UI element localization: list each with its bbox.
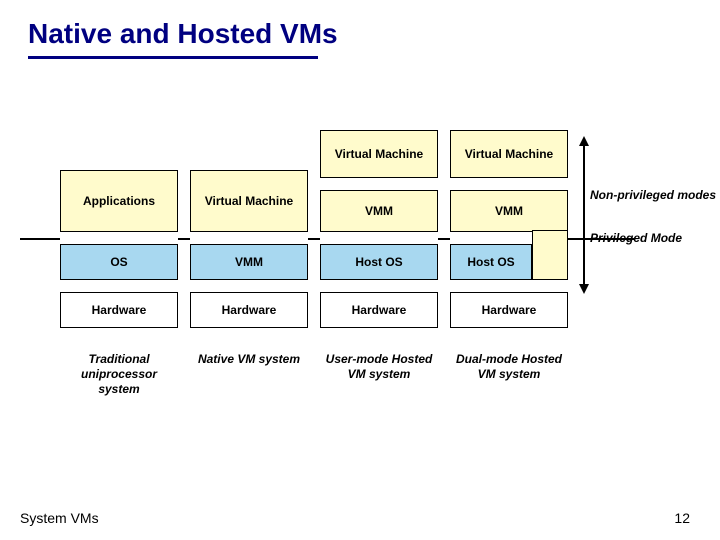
footer-topic: System VMs (20, 510, 99, 526)
cell-os: OS (60, 244, 178, 280)
priv-tick (308, 238, 320, 240)
priv-tick (438, 238, 450, 240)
cell-vmm: VMM (320, 190, 438, 232)
vmm-priv-extension (532, 230, 568, 280)
title-underline (28, 56, 318, 59)
cell-hostos: Host OS (320, 244, 438, 280)
caption-traditional: Traditional uniprocessor system (60, 352, 178, 397)
cell-vmm: VMM (450, 190, 568, 232)
cell-hardware: Hardware (450, 292, 568, 328)
mode-labels: Non-privileged modes Privileged Mode (590, 140, 720, 246)
cell-hostos: Host OS (450, 244, 532, 280)
label-privileged: Privileged Mode (590, 231, 720, 246)
cell-hardware: Hardware (60, 292, 178, 328)
caption-dualmode: Dual-mode Hosted VM system (450, 352, 568, 382)
caption-native: Native VM system (190, 352, 308, 367)
slide-title: Native and Hosted VMs (0, 0, 720, 50)
cell-vm: Virtual Machine (190, 170, 308, 232)
priv-tick (178, 238, 190, 240)
caption-usermode: User-mode Hosted VM system (320, 352, 438, 382)
footer-page-number: 12 (674, 510, 690, 526)
cell-hardware: Hardware (320, 292, 438, 328)
cell-hardware: Hardware (190, 292, 308, 328)
cell-vm: Virtual Machine (320, 130, 438, 178)
cell-applications: Applications (60, 170, 178, 232)
cell-vm: Virtual Machine (450, 130, 568, 178)
cell-vmm: VMM (190, 244, 308, 280)
priv-tick (20, 238, 60, 240)
label-non-privileged: Non-privileged modes (590, 188, 720, 203)
